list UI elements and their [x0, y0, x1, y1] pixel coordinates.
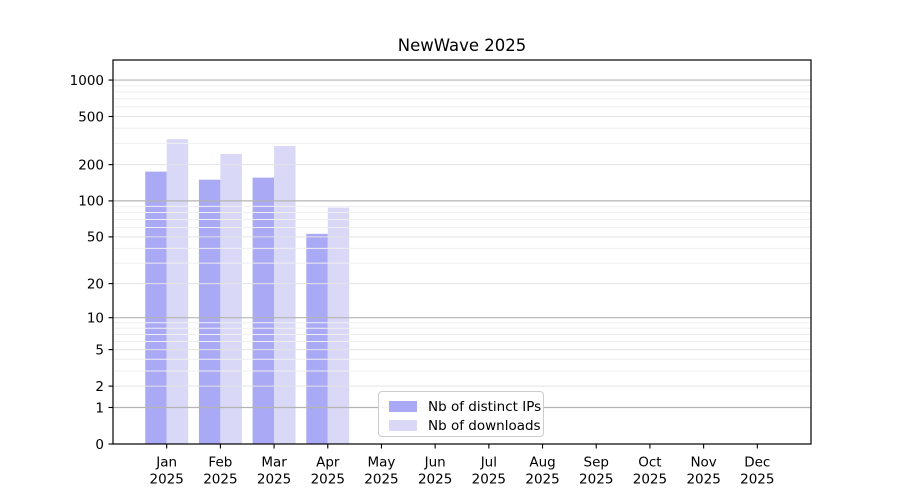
x-tick-label-year: 2025 — [150, 472, 184, 488]
x-tick-label-year: 2025 — [311, 472, 345, 488]
bar-downloads-jan — [166, 139, 189, 444]
x-tick-label-year: 2025 — [579, 472, 613, 488]
y-tick-label: 10 — [87, 310, 104, 326]
bar-distinct_ips-feb — [198, 179, 221, 444]
legend-label-downloads: Nb of downloads — [428, 417, 541, 434]
legend-item-distinct-ips: Nb of distinct IPs — [389, 397, 543, 416]
y-tick-label: 1000 — [70, 73, 104, 89]
y-tick-label: 200 — [78, 157, 104, 173]
y-tick-label: 20 — [87, 276, 104, 292]
x-tick-label-year: 2025 — [525, 472, 559, 488]
chart-title: NewWave 2025 — [398, 36, 527, 55]
y-tick-label: 2 — [95, 379, 104, 395]
x-tick-label-month: Nov — [690, 455, 716, 471]
y-tick-label: 100 — [78, 194, 104, 210]
distinct-ips-swatch-icon — [389, 401, 417, 412]
legend-label-distinct-ips: Nb of distinct IPs — [428, 398, 542, 415]
x-tick-label-year: 2025 — [686, 472, 720, 488]
y-tick-label: 50 — [87, 230, 104, 246]
x-tick-label-month: Mar — [261, 455, 287, 471]
legend: Nb of distinct IPs Nb of downloads — [378, 391, 544, 437]
legend-item-downloads: Nb of downloads — [389, 416, 543, 435]
x-tick-label-year: 2025 — [364, 472, 398, 488]
x-tick-label-month: Feb — [208, 455, 232, 471]
x-tick-label-month: May — [367, 455, 395, 471]
x-tick-label-year: 2025 — [203, 472, 237, 488]
y-tick-label: 1 — [95, 400, 104, 416]
x-tick-label-month: Sep — [584, 455, 609, 471]
bar-downloads-feb — [220, 153, 242, 445]
x-tick-label-month: Jul — [480, 455, 497, 471]
x-tick-label-month: Aug — [529, 455, 555, 471]
axes-layer: 01251020501002005001000Jan2025Feb2025Mar… — [70, 59, 812, 488]
bar-distinct_ips-mar — [252, 177, 275, 444]
bar-distinct_ips-apr — [306, 233, 328, 444]
x-tick-label-month: Apr — [316, 455, 340, 471]
x-tick-label-year: 2025 — [633, 472, 667, 488]
x-tick-label-month: Oct — [638, 455, 661, 471]
bar-downloads-apr — [327, 207, 350, 444]
x-tick-label-year: 2025 — [257, 472, 291, 488]
x-tick-label-year: 2025 — [472, 472, 506, 488]
y-tick-label: 500 — [78, 109, 104, 125]
y-tick-label: 0 — [95, 437, 104, 453]
x-tick-label-month: Jan — [155, 455, 177, 471]
x-tick-label-year: 2025 — [418, 472, 452, 488]
bar-downloads-mar — [274, 146, 296, 445]
x-tick-label-year: 2025 — [740, 472, 774, 488]
grid-layer — [113, 79, 811, 409]
x-tick-label-month: Jun — [424, 455, 446, 471]
y-tick-label: 5 — [95, 342, 104, 358]
plot-border — [112, 59, 812, 445]
x-tick-label-month: Dec — [744, 455, 770, 471]
bars-layer — [145, 139, 350, 445]
downloads-swatch-icon — [389, 420, 417, 431]
bar-distinct_ips-jan — [145, 171, 167, 444]
